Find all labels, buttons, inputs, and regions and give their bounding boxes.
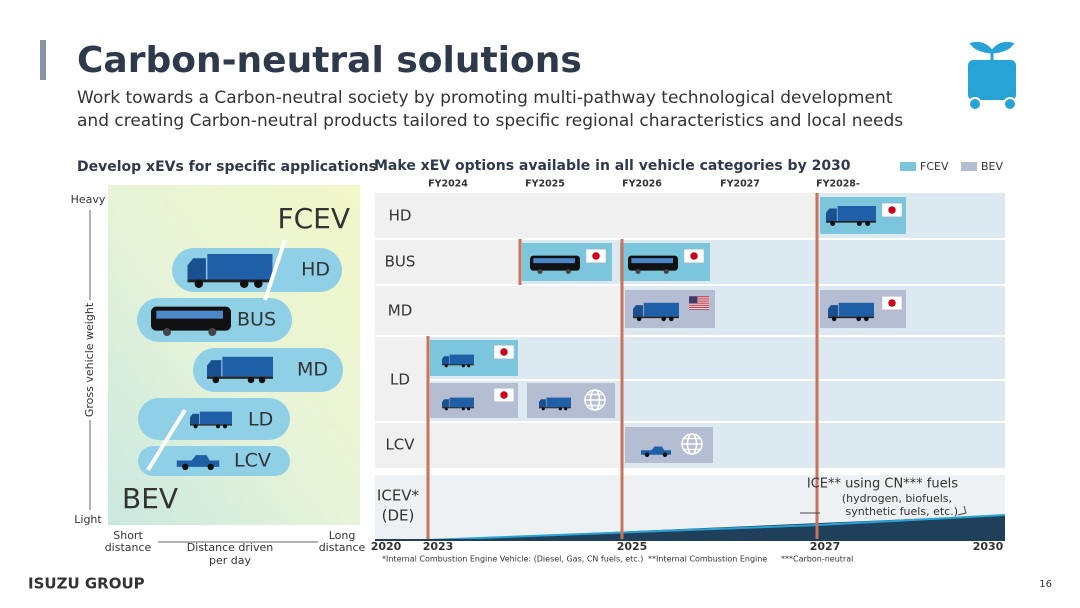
x-label: per day	[209, 554, 251, 567]
vehicle-pills	[137, 239, 343, 476]
logo-icon	[968, 41, 1017, 111]
footnote: ***Carbon-neutral	[781, 555, 853, 564]
fiscal-year: FY2025	[525, 179, 565, 190]
brand: ISUZU GROUP	[28, 575, 145, 593]
fiscal-year: FY2024	[428, 179, 468, 190]
timeline-year: 2030	[973, 540, 1004, 553]
timeline-year: 2027	[810, 540, 841, 553]
x-right: distance	[319, 541, 366, 554]
row-label: MD	[388, 302, 413, 320]
fiscal-year: FY2028-	[816, 179, 860, 190]
row-label: BUS	[385, 253, 416, 271]
footnote: *Internal Combustion Engine Vehicle: (Di…	[382, 555, 643, 564]
legend-swatch	[961, 162, 977, 171]
accent-bar	[40, 40, 46, 80]
x-left: Short	[113, 529, 143, 542]
roadmap-grid	[375, 193, 1006, 541]
title: Carbon-neutral solutions	[77, 40, 582, 81]
icev-note: (hydrogen, biofuels,	[842, 492, 952, 505]
corner-fcev: FCEV	[277, 202, 350, 235]
x-label: Distance driven	[187, 541, 273, 554]
fiscal-year: FY2026	[622, 179, 662, 190]
legend-label: FCEV	[920, 160, 949, 173]
row-label: LD	[390, 371, 410, 389]
icev-note: synthetic fuels, etc.)	[846, 505, 959, 518]
icev-note: ICE** using CN*** fuels	[807, 477, 958, 492]
timeline-year: 2023	[423, 540, 454, 553]
legend-swatch	[900, 162, 916, 171]
row-label: HD	[389, 207, 412, 225]
corner-bev: BEV	[122, 482, 178, 515]
icev-label: (DE)	[382, 507, 415, 525]
x-right: Long	[329, 529, 356, 542]
subtitle: and creating Carbon-neutral products tai…	[77, 111, 903, 131]
right-title: Make xEV options available in all vehicl…	[374, 158, 851, 174]
timeline-year: 2025	[617, 540, 648, 553]
legend-label: BEV	[981, 160, 1003, 173]
footnote: **Internal Combustion Engine	[648, 555, 767, 564]
axis-bottom: Light	[74, 513, 102, 526]
y-axis-label: Gross vehicle weight	[83, 302, 96, 417]
icev-label: ICEV*	[377, 487, 420, 505]
pill-label: HD	[301, 259, 330, 281]
pill-label: LCV	[234, 450, 271, 472]
subtitle: Work towards a Carbon-neutral society by…	[77, 88, 893, 108]
pill-label: BUS	[237, 309, 276, 331]
pill-label: MD	[297, 359, 328, 381]
page-number: 16	[1039, 579, 1052, 590]
row-label: LCV	[385, 436, 415, 454]
axis-top: Heavy	[71, 193, 106, 206]
fiscal-year: FY2027	[720, 179, 760, 190]
timeline-year: 2020	[371, 540, 402, 553]
pill-label: LD	[248, 409, 273, 431]
x-left: distance	[105, 541, 152, 554]
left-title: Develop xEVs for specific applications	[77, 159, 377, 175]
axis-gap	[82, 300, 98, 420]
